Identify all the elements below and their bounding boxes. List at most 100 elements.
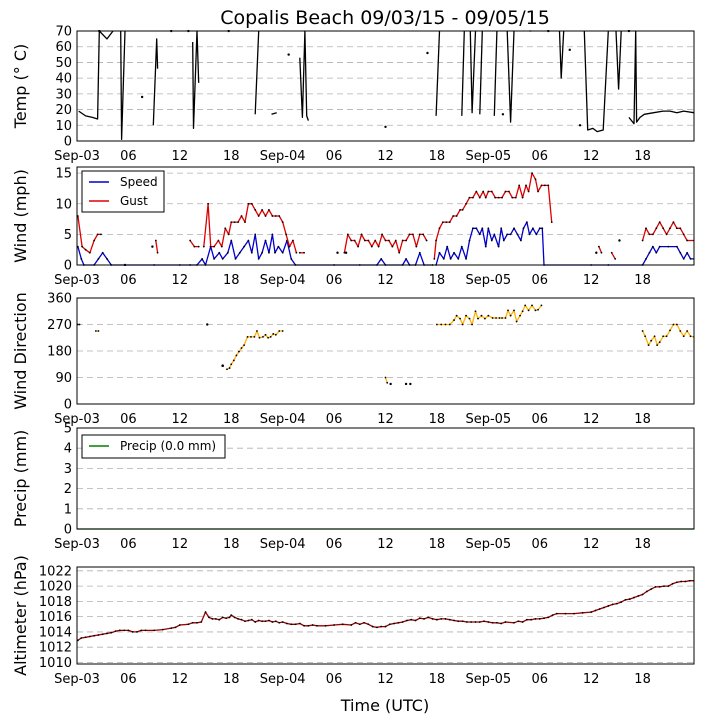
series-point-altimeter xyxy=(240,618,243,621)
series-line-gust xyxy=(641,221,694,242)
series-point-gust xyxy=(468,196,471,199)
series-point-speed xyxy=(481,227,484,230)
series-point-speed xyxy=(247,239,250,242)
x-tick-label: 12 xyxy=(377,412,394,427)
series-point-speed xyxy=(405,257,407,260)
series-point-gust xyxy=(527,190,530,193)
series-point-gust xyxy=(303,251,305,254)
series-point-speed xyxy=(218,251,221,254)
x-tick-label: 06 xyxy=(531,672,548,687)
x-tick-label: 18 xyxy=(429,412,446,427)
series-point-gust xyxy=(662,227,665,230)
series-point-altimeter xyxy=(214,618,217,620)
series-point-speed xyxy=(226,251,229,254)
series-point-gust xyxy=(189,239,192,242)
series-point-direction xyxy=(689,335,692,338)
series-point-direction xyxy=(474,310,477,313)
series-point-altimeter xyxy=(311,624,314,626)
series-point-altimeter xyxy=(487,621,490,623)
series-point-gust xyxy=(518,184,521,187)
data-point xyxy=(568,48,571,52)
data-point xyxy=(389,382,392,386)
series-point-gust xyxy=(487,190,490,193)
series-point-gust xyxy=(648,233,651,236)
series-point-direction xyxy=(501,317,503,319)
x-tick-label: 12 xyxy=(172,672,189,687)
series-point-altimeter xyxy=(658,585,661,588)
series-line-temp xyxy=(558,30,565,79)
x-tick-label: 06 xyxy=(120,412,137,427)
y-tick-label: 1012 xyxy=(39,641,72,656)
series-point-direction xyxy=(250,335,252,338)
data-point xyxy=(426,51,429,55)
series-point-gust xyxy=(508,190,510,193)
series-line-gust xyxy=(433,172,553,259)
series-point-gust xyxy=(254,208,257,211)
x-tick-label: 18 xyxy=(429,149,446,164)
series-point-altimeter xyxy=(444,618,447,620)
x-tick-label: Sep-04 xyxy=(260,537,306,552)
y-tick-label: 1022 xyxy=(39,564,72,579)
series-point-gust xyxy=(230,221,233,224)
series-point-speed xyxy=(261,251,263,254)
series-point-altimeter xyxy=(624,598,627,601)
x-tick-label: Sep-04 xyxy=(260,412,306,427)
y-tick-label: 360 xyxy=(47,292,72,307)
series-point-gust xyxy=(514,196,517,199)
legend-label: Precip (0.0 mm) xyxy=(120,439,216,453)
axes-frame xyxy=(76,166,695,266)
plot-area xyxy=(77,172,694,266)
series-point-gust xyxy=(240,215,243,217)
series-point-speed xyxy=(686,251,689,254)
y-tick-label: 4 xyxy=(64,442,72,457)
series-point-gust xyxy=(224,227,227,230)
y-tick-label: 5 xyxy=(64,422,72,437)
series-point-gust xyxy=(367,239,370,242)
legend: Speed Gust xyxy=(81,170,165,213)
series-point-speed xyxy=(500,227,503,230)
series-point-gust xyxy=(415,245,418,248)
series-point-speed xyxy=(541,227,544,230)
series-point-speed xyxy=(667,245,670,248)
x-tick-label: 06 xyxy=(326,273,343,288)
y-tick-label: 1 xyxy=(64,502,72,517)
series-point-speed xyxy=(675,245,678,248)
series-point-altimeter xyxy=(80,637,83,639)
series-point-altimeter xyxy=(367,623,370,626)
series-point-gust xyxy=(645,227,647,230)
series-line-altimeter xyxy=(77,580,694,641)
x-tick-label: 12 xyxy=(583,537,600,552)
series-point-altimeter xyxy=(380,625,383,628)
x-tick-label: 12 xyxy=(172,412,189,427)
series-point-speed xyxy=(438,251,441,254)
series-point-gust xyxy=(651,233,654,236)
series-point-altimeter xyxy=(153,629,156,632)
series-point-direction xyxy=(653,335,656,338)
x-tick-label: 18 xyxy=(634,537,651,552)
series-point-altimeter xyxy=(418,617,421,620)
series-point-direction xyxy=(228,367,231,369)
series-point-direction xyxy=(515,320,518,323)
x-tick-label: Sep-05 xyxy=(465,412,511,427)
series-point-speed xyxy=(468,239,471,242)
series-point-speed xyxy=(257,257,260,260)
x-tick-label: 12 xyxy=(583,672,600,687)
series-point-direction xyxy=(465,314,467,317)
series-point-altimeter xyxy=(466,621,468,623)
x-tick-label: Sep-04 xyxy=(260,273,306,288)
series-point-gust xyxy=(472,196,474,199)
x-tick-label: 06 xyxy=(326,149,343,164)
series-point-gust xyxy=(295,251,298,254)
series-point-altimeter xyxy=(500,622,503,625)
series-line-speed xyxy=(77,233,433,266)
series-point-direction xyxy=(531,304,533,307)
x-tick-label: 06 xyxy=(531,273,548,288)
y-tick-label: 40 xyxy=(55,72,72,87)
series-point-speed xyxy=(478,233,481,236)
series-point-speed xyxy=(221,257,224,260)
series-point-altimeter xyxy=(607,605,610,607)
series-point-direction xyxy=(78,323,81,326)
series-point-altimeter xyxy=(196,621,198,624)
series-point-speed xyxy=(538,227,541,230)
series-line-gust xyxy=(189,240,199,248)
